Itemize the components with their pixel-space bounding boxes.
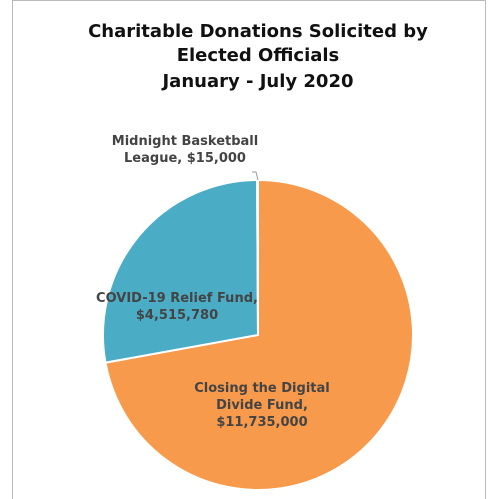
- data-label: Midnight Basketball League$15,000: [90, 133, 280, 167]
- frame: [12, 0, 486, 499]
- value-label: $4,515,780: [135, 308, 219, 323]
- chart-subtitle: January - July 2020: [162, 71, 354, 92]
- data-label: COVID-19 Relief Fund $4,515,780: [92, 290, 262, 324]
- value-label: $15,000: [186, 151, 246, 166]
- value-label: $11,735,000: [216, 415, 308, 430]
- category-label: COVID-19 Relief Fund: [96, 291, 258, 306]
- data-label: Closing the Digital Divide Fund $11,735,0…: [172, 380, 352, 431]
- pie-slice: [102, 178, 260, 364]
- leader-line: [252, 171, 259, 181]
- chart-title: Charitable Donations Solicited by Electe…: [88, 21, 428, 66]
- pie-slice: [104, 178, 414, 491]
- category-label: Closing the Digital Divide Fund: [194, 381, 329, 413]
